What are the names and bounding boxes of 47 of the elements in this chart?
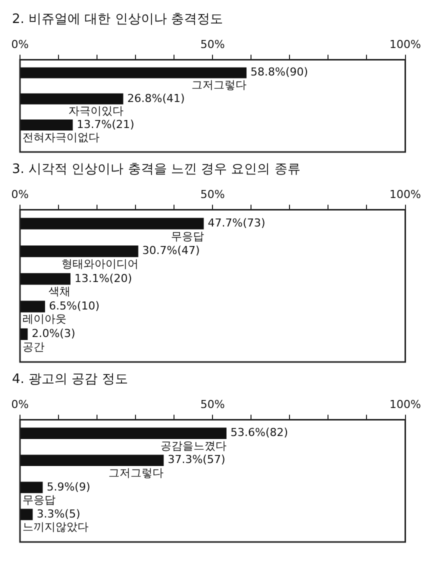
bar	[20, 218, 204, 230]
y-tick-label: 무응답	[22, 493, 56, 506]
y-tick-label: 느끼지않았다	[22, 520, 88, 534]
x-tick-label: 100%	[390, 188, 422, 202]
chart-title: 3. 시각적 인상이나 충격을 느낀 경우 요인의 종류	[12, 162, 300, 178]
x-tick-label: 0%	[11, 188, 29, 202]
data-label: 53.6%(82)	[230, 426, 288, 440]
data-label: 5.9%(9)	[46, 480, 90, 494]
y-tick-label: 그저그렇다	[192, 78, 247, 92]
data-label: 47.7%(73)	[208, 216, 266, 230]
y-tick-label: 자극이있다	[68, 104, 124, 118]
bar	[20, 245, 138, 258]
data-label: 2.0%(3)	[32, 327, 76, 340]
data-label: 37.3%(57)	[168, 453, 226, 466]
data-label: 6.5%(10)	[49, 299, 100, 312]
bar	[20, 93, 124, 104]
chart-title: 2. 비쥬얼에 대한 인상이나 충격정도	[12, 12, 223, 28]
data-label: 26.8%(41)	[127, 92, 185, 105]
bar	[20, 67, 247, 78]
y-tick-label: 형태와아이디어	[61, 257, 138, 270]
x-tick-label: 50%	[200, 398, 225, 412]
y-tick-label: 무응답	[170, 230, 204, 243]
bar	[20, 508, 33, 520]
y-tick-label: 공간	[22, 340, 44, 354]
x-tick-label: 50%	[200, 188, 225, 202]
bar	[20, 454, 164, 466]
data-label: 30.7%(47)	[142, 244, 200, 258]
data-label: 13.7%(21)	[76, 118, 134, 131]
chart-title: 4. 광고의 공감 정도	[12, 372, 128, 388]
data-label: 3.3%(5)	[36, 507, 80, 520]
y-tick-label: 공감을느꼈다	[160, 439, 227, 452]
bar	[20, 273, 70, 285]
y-tick-label: 전혀자극이없다	[22, 130, 100, 144]
bar	[20, 482, 43, 494]
bar	[20, 300, 46, 312]
data-label: 13.1%(20)	[74, 272, 132, 285]
x-tick-label: 0%	[11, 38, 29, 52]
x-tick-label: 50%	[200, 38, 225, 52]
bar	[20, 119, 73, 130]
x-tick-label: 100%	[390, 398, 422, 412]
bar	[20, 428, 227, 440]
x-tick-label: 0%	[11, 398, 29, 412]
y-tick-label: 그저그렇다	[108, 466, 164, 480]
x-tick-label: 100%	[390, 38, 422, 52]
y-tick-label: 레이아웃	[22, 312, 66, 326]
data-label: 58.8%(90)	[250, 66, 308, 79]
y-tick-label: 색채	[48, 285, 70, 298]
